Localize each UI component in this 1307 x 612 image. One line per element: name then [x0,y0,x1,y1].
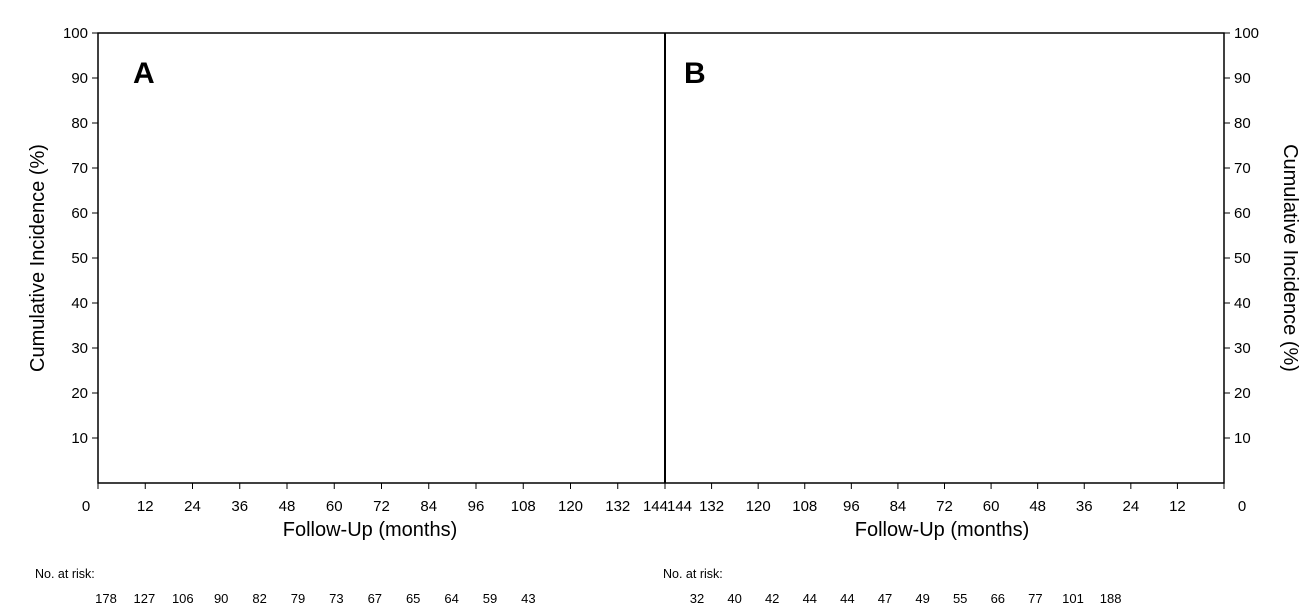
panel-b-mixed-label: Mixed [755,349,792,365]
no-at-risk-a-value: 64 [444,591,458,606]
panel-b-locoregional-label: Locoregional [755,438,835,454]
panel-b-mixed-percent: 22% [697,349,726,365]
y-axis-label-left: Cumulative Incidence (%) [27,144,49,372]
no-at-risk-a-value: 106 [172,591,194,606]
x-tick-label-a: 24 [184,498,201,515]
panel-a-locoregional-label: Locoregional [572,456,652,472]
panel-a-distant-percent: 27% [514,314,543,330]
no-at-risk-b-value: 188 [1100,591,1122,606]
no-at-risk-b-value: 42 [765,591,779,606]
y-tick-label-right: 10 [1234,430,1251,447]
y-tick-label-left: 70 [71,160,88,177]
y-tick-label-left: 10 [71,430,88,447]
axis-ticks: 10 20 30 40 50 60 70 80 90 100 10 20 30 40 50 60 70 80 90 1… [63,25,1259,515]
y-tick-label-left: 80 [71,115,88,132]
no-at-risk-a-value: 82 [252,591,266,606]
no-at-risk-a-value: 73 [329,591,343,606]
no-at-risk-a-value: 65 [406,591,420,606]
no-at-risk-b-value: 101 [1062,591,1084,606]
no-at-risk-b-value: 49 [915,591,929,606]
y-tick-label-left: 50 [71,250,88,267]
x-tick-label-b: 72 [936,498,953,515]
panel-a-locoregional-percent: 8% [518,456,539,472]
panel-a-no-at-risk-label: No. at risk: [35,567,95,581]
no-at-risk-b-value: 40 [727,591,741,606]
panel-b-distant-percent: 28% [697,233,726,249]
y-tick-label-left: 40 [71,295,88,312]
x-tick-label-a: 144 [643,498,668,515]
panel-b-letter: B [684,57,706,90]
y-tick-label-right: 40 [1234,295,1251,312]
x-tick-label-b: 96 [843,498,860,515]
x-tick-label-a: 108 [511,498,536,515]
x-axis-label-b: Follow-Up (months) [855,519,1029,541]
no-at-risk-a-value: 178 [95,591,117,606]
x-axis-label-a: Follow-Up (months) [283,519,457,541]
panel-a-mixed-label: Mixed [615,405,652,421]
x-tick-label-b: 60 [983,498,1000,515]
panel-b-distant-label: Distant [755,233,799,249]
no-at-risk-a-value: 67 [368,591,382,606]
no-at-risk-a-value: 43 [521,591,535,606]
no-at-risk-a-value: 127 [134,591,156,606]
x-tick-label-b: 120 [746,498,771,515]
panel-a-distant-label: Distant [608,314,652,330]
panel-a-letter: A [133,57,155,90]
y-tick-label-right: 60 [1234,205,1251,222]
x-tick-label-b: 0 [1238,498,1246,515]
no-at-risk-a-value: 79 [291,591,305,606]
y-tick-label-left: 100 [63,25,88,42]
panel-b-no-at-risk-label: No. at risk: [663,567,723,581]
y-tick-label-right: 80 [1234,115,1251,132]
x-tick-label-b: 132 [699,498,724,515]
x-tick-label-a: 12 [137,498,154,515]
y-tick-label-right: 50 [1234,250,1251,267]
y-tick-label-left: 20 [71,385,88,402]
y-tick-label-right: 30 [1234,340,1251,357]
no-at-risk-a-value: 59 [483,591,497,606]
panel-a-no-at-risk-row: 178 127 106 90 82 79 73 67 65 64 59 43 [95,591,535,606]
x-tick-label-b: 84 [890,498,907,515]
no-at-risk-b-value: 77 [1028,591,1042,606]
no-at-risk-b-value: 44 [803,591,817,606]
x-tick-label-b: 36 [1076,498,1093,515]
y-tick-label-right: 100 [1234,25,1259,42]
no-at-risk-b-value: 32 [690,591,704,606]
x-tick-label-b: 48 [1029,498,1046,515]
x-tick-label-a: 132 [605,498,630,515]
panel-a-mixed-percent: 13% [514,405,543,421]
no-at-risk-b-value: 44 [840,591,854,606]
x-tick-label-a: 48 [279,498,296,515]
no-at-risk-b-value: 66 [991,591,1005,606]
x-tick-label-a: 60 [326,498,343,515]
x-tick-label-a: 120 [558,498,583,515]
x-tick-label-a: 96 [468,498,485,515]
x-tick-label-b: 144 [667,498,692,515]
y-tick-label-left: 30 [71,340,88,357]
y-tick-label-left: 90 [71,70,88,87]
y-tick-label-right: 20 [1234,385,1251,402]
panel-b-locoregional-percent: 18% [697,438,726,454]
x-tick-label-b: 12 [1169,498,1186,515]
x-tick-label-b: 24 [1122,498,1139,515]
x-tick-label-b: 108 [792,498,817,515]
y-tick-label-right: 90 [1234,70,1251,87]
panel-b-no-at-risk-row: 32 40 42 44 44 47 49 55 66 77 101 188 [690,591,1122,606]
no-at-risk-b-value: 47 [878,591,892,606]
y-tick-label-left: 60 [71,205,88,222]
plot-frame [97,32,1225,484]
y-axis-label-right: Cumulative Incidence (%) [1279,144,1301,372]
x-tick-label-a: 84 [420,498,437,515]
x-tick-label-a: 72 [373,498,390,515]
x-tick-label-a: 36 [231,498,248,515]
x-tick-label-a: 0 [82,498,90,515]
no-at-risk-b-value: 55 [953,591,967,606]
y-tick-label-right: 70 [1234,160,1251,177]
no-at-risk-a-value: 90 [214,591,228,606]
